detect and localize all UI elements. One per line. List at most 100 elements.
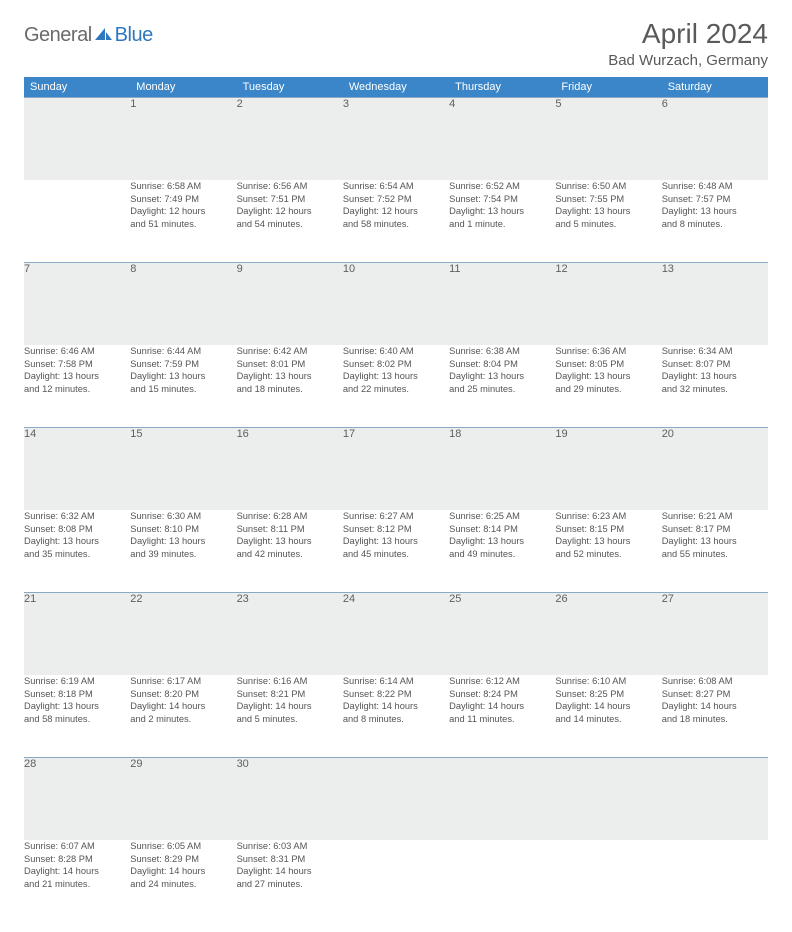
day-d1-text: Daylight: 13 hours xyxy=(343,535,449,548)
day-d2-text: and 35 minutes. xyxy=(24,548,130,561)
day-detail-cell: Sunrise: 6:19 AMSunset: 8:18 PMDaylight:… xyxy=(24,675,130,758)
day-detail-cell: Sunrise: 6:44 AMSunset: 7:59 PMDaylight:… xyxy=(130,345,236,428)
day-d2-text: and 22 minutes. xyxy=(343,383,449,396)
day-d1-text: Daylight: 13 hours xyxy=(24,700,130,713)
day-detail-cell: Sunrise: 6:12 AMSunset: 8:24 PMDaylight:… xyxy=(449,675,555,758)
day-d1-text: Daylight: 13 hours xyxy=(662,205,768,218)
day-number-cell: 30 xyxy=(237,758,343,841)
day-ss-text: Sunset: 8:15 PM xyxy=(555,523,661,536)
day-detail-cell xyxy=(449,840,555,922)
day-ss-text: Sunset: 8:29 PM xyxy=(130,853,236,866)
weekday-header: Monday xyxy=(130,77,236,98)
day-detail-cell: Sunrise: 6:08 AMSunset: 8:27 PMDaylight:… xyxy=(662,675,768,758)
day-number-row: 78910111213 xyxy=(24,263,768,346)
day-number-cell: 10 xyxy=(343,263,449,346)
day-detail-cell: Sunrise: 6:16 AMSunset: 8:21 PMDaylight:… xyxy=(237,675,343,758)
day-d1-text: Daylight: 13 hours xyxy=(24,535,130,548)
day-detail-cell: Sunrise: 6:05 AMSunset: 8:29 PMDaylight:… xyxy=(130,840,236,922)
day-d2-text: and 25 minutes. xyxy=(449,383,555,396)
day-number-cell: 14 xyxy=(24,428,130,511)
day-sr-text: Sunrise: 6:05 AM xyxy=(130,840,236,853)
day-sr-text: Sunrise: 6:16 AM xyxy=(237,675,343,688)
day-sr-text: Sunrise: 6:19 AM xyxy=(24,675,130,688)
title-block: April 2024 Bad Wurzach, Germany xyxy=(608,18,768,69)
brand-sail-icon xyxy=(93,26,113,45)
day-d1-text: Daylight: 12 hours xyxy=(237,205,343,218)
day-ss-text: Sunset: 8:20 PM xyxy=(130,688,236,701)
day-d2-text: and 1 minute. xyxy=(449,218,555,231)
day-number-cell: 4 xyxy=(449,98,555,181)
day-detail-cell: Sunrise: 6:30 AMSunset: 8:10 PMDaylight:… xyxy=(130,510,236,593)
day-detail-cell: Sunrise: 6:10 AMSunset: 8:25 PMDaylight:… xyxy=(555,675,661,758)
brand-part2: Blue xyxy=(115,24,153,47)
day-number-cell: 26 xyxy=(555,593,661,676)
day-number-row: 123456 xyxy=(24,98,768,181)
day-d1-text: Daylight: 13 hours xyxy=(449,370,555,383)
day-d2-text: and 55 minutes. xyxy=(662,548,768,561)
day-detail-cell: Sunrise: 6:17 AMSunset: 8:20 PMDaylight:… xyxy=(130,675,236,758)
day-number-row: 14151617181920 xyxy=(24,428,768,511)
day-detail-cell: Sunrise: 6:03 AMSunset: 8:31 PMDaylight:… xyxy=(237,840,343,922)
day-detail-row: Sunrise: 6:46 AMSunset: 7:58 PMDaylight:… xyxy=(24,345,768,428)
day-detail-cell: Sunrise: 6:56 AMSunset: 7:51 PMDaylight:… xyxy=(237,180,343,263)
day-ss-text: Sunset: 8:27 PM xyxy=(662,688,768,701)
day-d2-text: and 51 minutes. xyxy=(130,218,236,231)
day-d2-text: and 58 minutes. xyxy=(24,713,130,726)
day-ss-text: Sunset: 8:10 PM xyxy=(130,523,236,536)
day-sr-text: Sunrise: 6:14 AM xyxy=(343,675,449,688)
day-detail-cell: Sunrise: 6:23 AMSunset: 8:15 PMDaylight:… xyxy=(555,510,661,593)
day-d1-text: Daylight: 13 hours xyxy=(662,370,768,383)
day-d2-text: and 24 minutes. xyxy=(130,878,236,891)
day-sr-text: Sunrise: 6:38 AM xyxy=(449,345,555,358)
day-detail-cell xyxy=(555,840,661,922)
day-number-cell: 2 xyxy=(237,98,343,181)
day-d1-text: Daylight: 14 hours xyxy=(237,865,343,878)
day-ss-text: Sunset: 8:01 PM xyxy=(237,358,343,371)
day-ss-text: Sunset: 8:24 PM xyxy=(449,688,555,701)
day-d2-text: and 27 minutes. xyxy=(237,878,343,891)
day-sr-text: Sunrise: 6:52 AM xyxy=(449,180,555,193)
day-d1-text: Daylight: 14 hours xyxy=(555,700,661,713)
day-d1-text: Daylight: 13 hours xyxy=(130,535,236,548)
day-detail-cell: Sunrise: 6:25 AMSunset: 8:14 PMDaylight:… xyxy=(449,510,555,593)
day-number-cell: 19 xyxy=(555,428,661,511)
day-sr-text: Sunrise: 6:44 AM xyxy=(130,345,236,358)
day-d1-text: Daylight: 14 hours xyxy=(449,700,555,713)
day-detail-cell: Sunrise: 6:58 AMSunset: 7:49 PMDaylight:… xyxy=(130,180,236,263)
weekday-header: Tuesday xyxy=(237,77,343,98)
day-ss-text: Sunset: 8:21 PM xyxy=(237,688,343,701)
weekday-header: Wednesday xyxy=(343,77,449,98)
day-sr-text: Sunrise: 6:21 AM xyxy=(662,510,768,523)
day-sr-text: Sunrise: 6:25 AM xyxy=(449,510,555,523)
day-d1-text: Daylight: 13 hours xyxy=(449,205,555,218)
day-number-cell: 11 xyxy=(449,263,555,346)
day-number-cell: 23 xyxy=(237,593,343,676)
day-ss-text: Sunset: 7:49 PM xyxy=(130,193,236,206)
day-number-cell: 7 xyxy=(24,263,130,346)
day-sr-text: Sunrise: 6:17 AM xyxy=(130,675,236,688)
day-ss-text: Sunset: 8:18 PM xyxy=(24,688,130,701)
day-d1-text: Daylight: 12 hours xyxy=(130,205,236,218)
day-sr-text: Sunrise: 6:23 AM xyxy=(555,510,661,523)
location-label: Bad Wurzach, Germany xyxy=(608,52,768,69)
day-detail-cell xyxy=(662,840,768,922)
day-sr-text: Sunrise: 6:27 AM xyxy=(343,510,449,523)
day-d2-text: and 5 minutes. xyxy=(555,218,661,231)
day-number-row: 282930 xyxy=(24,758,768,841)
weekday-header: Saturday xyxy=(662,77,768,98)
weekday-header: Sunday xyxy=(24,77,130,98)
day-sr-text: Sunrise: 6:12 AM xyxy=(449,675,555,688)
day-sr-text: Sunrise: 6:46 AM xyxy=(24,345,130,358)
day-detail-cell: Sunrise: 6:27 AMSunset: 8:12 PMDaylight:… xyxy=(343,510,449,593)
month-title: April 2024 xyxy=(608,18,768,50)
calendar-table: Sunday Monday Tuesday Wednesday Thursday… xyxy=(24,77,768,922)
day-sr-text: Sunrise: 6:28 AM xyxy=(237,510,343,523)
day-sr-text: Sunrise: 6:58 AM xyxy=(130,180,236,193)
day-d2-text: and 14 minutes. xyxy=(555,713,661,726)
day-ss-text: Sunset: 8:22 PM xyxy=(343,688,449,701)
day-ss-text: Sunset: 8:07 PM xyxy=(662,358,768,371)
day-d1-text: Daylight: 14 hours xyxy=(130,700,236,713)
day-d1-text: Daylight: 13 hours xyxy=(449,535,555,548)
day-sr-text: Sunrise: 6:30 AM xyxy=(130,510,236,523)
day-d2-text: and 8 minutes. xyxy=(343,713,449,726)
